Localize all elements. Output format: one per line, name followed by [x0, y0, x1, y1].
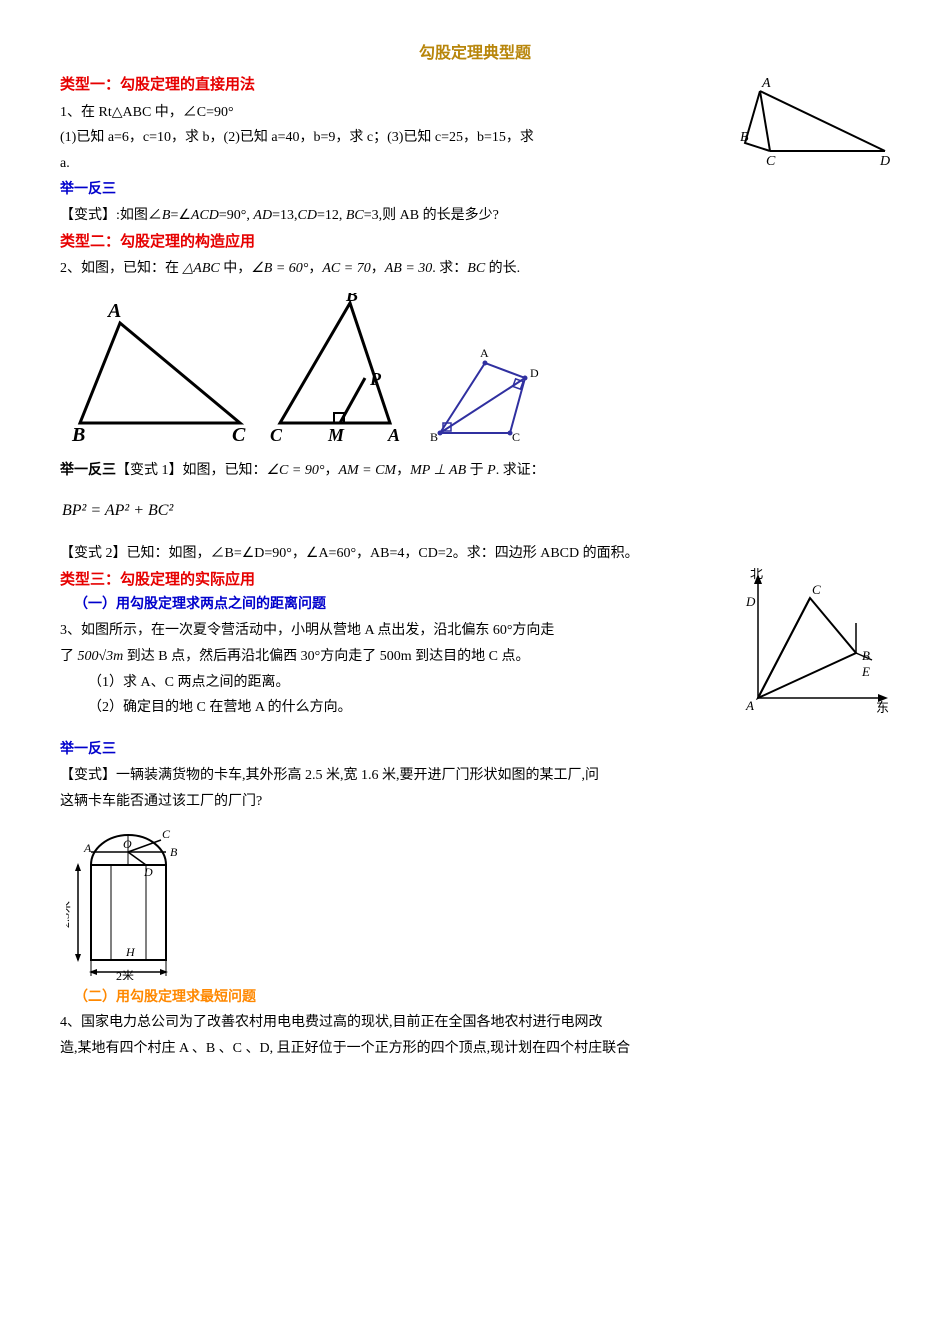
svg-text:A: A — [106, 300, 121, 322]
type2-heading: 类型二：勾股定理的构造应用 — [60, 230, 890, 256]
svg-text:D: D — [530, 366, 539, 380]
type2-v1-formula: BP² = AP² + BC² — [62, 497, 890, 524]
type1-variant: 【变式】:如图∠B=∠ACD=90°, AD=13,CD=12, BC=3,则 … — [60, 204, 890, 228]
svg-text:E: E — [861, 664, 870, 679]
svg-text:B: B — [345, 293, 358, 305]
section-type3: 北 东 A B C D E 类型三：勾股定理的实际应用 （一）用勾股定理求两点之… — [60, 568, 890, 1061]
figure-quad-abcd: A B C D — [430, 333, 550, 443]
svg-text:A: A — [83, 841, 92, 855]
type3-sub3: （二）用勾股定理求最短问题 — [60, 986, 890, 1010]
section-type2: 类型二：勾股定理的构造应用 2、如图，已知：在 △ABC 中，∠B = 60°，… — [60, 230, 890, 566]
type1-sub: 举一反三 — [60, 178, 890, 202]
section-type1: A B C D 类型一：勾股定理的直接用法 1、在 Rt△ABC 中，∠C=90… — [60, 73, 890, 227]
svg-text:C: C — [812, 582, 821, 597]
svg-text:北: 北 — [750, 568, 763, 581]
type3-v-l2: 这辆卡车能否通过该工厂的厂门? — [60, 790, 890, 814]
figure-type1-triangle: A B C D — [740, 73, 890, 168]
svg-text:A: A — [387, 425, 400, 443]
type3-sub2: 举一反三 — [60, 738, 890, 762]
svg-text:M: M — [327, 425, 345, 443]
svg-text:C: C — [232, 424, 246, 443]
svg-text:A: A — [480, 346, 489, 360]
type2-v1: 举一反三【变式 1】如图，已知：∠C = 90°，AM = CM，MP ⊥ AB… — [60, 459, 890, 483]
type2-diagrams-row: A B C B C M A P A B C D — [70, 293, 890, 443]
figure-compass: 北 东 A B C D E — [740, 568, 890, 718]
figure-gate: A B C O D H 2.3米 2米 — [66, 820, 186, 980]
svg-text:O: O — [123, 837, 132, 851]
svg-text:B: B — [862, 648, 870, 663]
svg-text:D: D — [143, 865, 153, 879]
doc-title: 勾股定理典型题 — [60, 40, 890, 67]
svg-text:B: B — [170, 845, 178, 859]
svg-text:H: H — [125, 945, 136, 959]
q4-l1: 4、国家电力总公司为了改善农村用电电费过高的现状,目前正在全国各地农村进行电网改 — [60, 1011, 890, 1035]
svg-text:D: D — [745, 594, 756, 609]
type3-v-l1: 【变式】一辆装满货物的卡车,其外形高 2.5 米,宽 1.6 米,要开进厂门形状… — [60, 764, 890, 788]
svg-text:2.3米: 2.3米 — [66, 901, 72, 928]
svg-text:A: A — [761, 76, 771, 91]
q2-text: 2、如图，已知：在 △ABC 中，∠B = 60°，AC = 70，AB = 3… — [60, 257, 890, 281]
q4-l2: 造,某地有四个村庄 A 、B 、C 、D, 且正好位于一个正方形的四个顶点,现计… — [60, 1037, 890, 1061]
svg-text:C: C — [766, 154, 776, 168]
type2-v2: 【变式 2】已知：如图，∠B=∠D=90°，∠A=60°，AB=4，CD=2。求… — [60, 542, 890, 566]
svg-text:C: C — [512, 430, 520, 443]
svg-text:C: C — [270, 425, 283, 443]
svg-text:B: B — [430, 430, 438, 443]
svg-text:C: C — [162, 827, 171, 841]
svg-text:P: P — [369, 369, 382, 389]
svg-text:B: B — [71, 424, 85, 443]
figure-triangle-abc: A B C — [70, 293, 250, 443]
svg-text:A: A — [745, 698, 754, 713]
svg-text:2米: 2米 — [116, 969, 134, 980]
figure-triangle-bmp: B C M A P — [270, 293, 410, 443]
svg-text:东: 东 — [876, 700, 889, 715]
svg-text:D: D — [879, 154, 890, 168]
svg-text:B: B — [740, 130, 749, 145]
